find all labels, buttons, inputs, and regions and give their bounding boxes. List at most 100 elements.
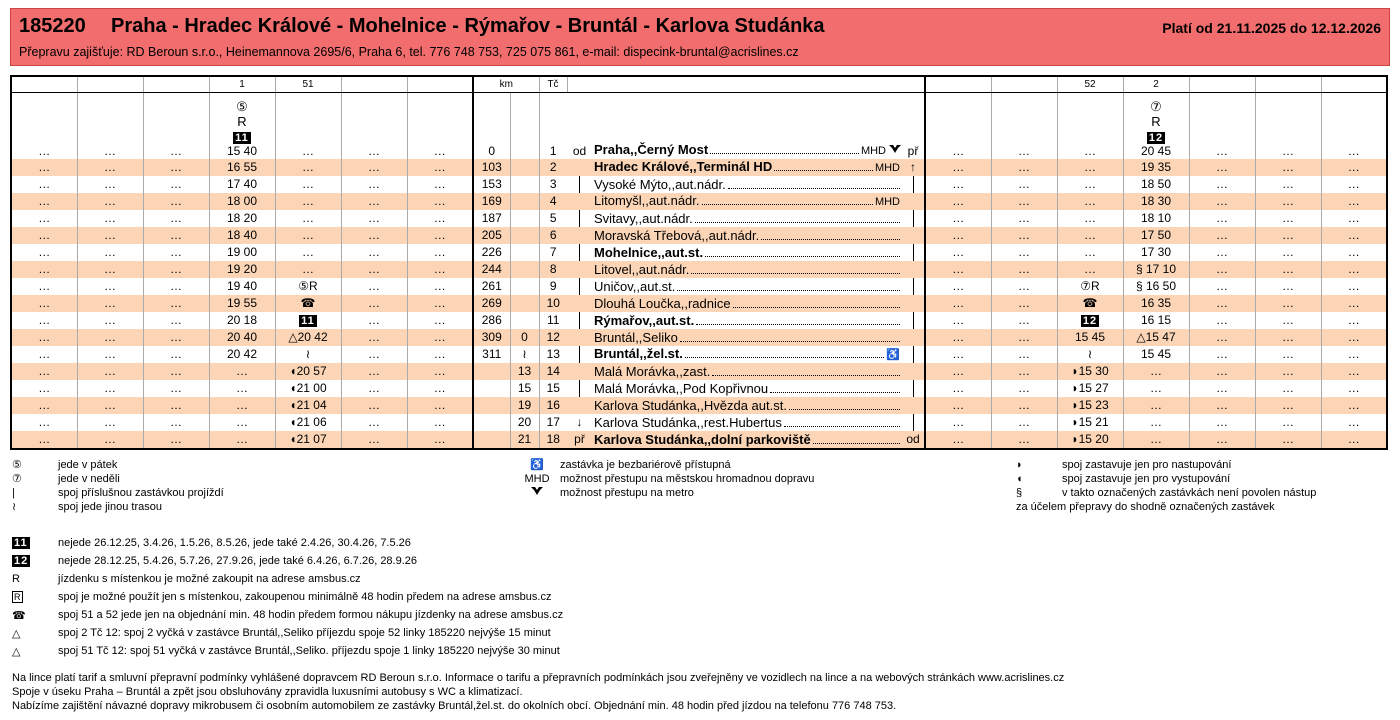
time-value: 20 40: [226, 330, 258, 344]
time-cell: …: [76, 380, 143, 397]
time-value: …: [368, 381, 380, 395]
legend-text: zastávka je bezbariérově přístupná: [560, 459, 731, 471]
time-cell: 17 30: [1122, 244, 1189, 261]
time: …: [927, 313, 991, 328]
time-value: …: [1216, 313, 1228, 327]
time-value: …: [104, 160, 116, 174]
time-cell: ◖20 57: [274, 363, 341, 380]
time-cell: …: [990, 431, 1057, 449]
legend-text: v takto označených zastávkách není povol…: [1062, 487, 1317, 499]
time-cell: …: [924, 92, 991, 159]
time-value: …: [952, 347, 965, 361]
time: 12: [1058, 313, 1123, 328]
departure-marker: od: [902, 431, 925, 449]
time-value: …: [433, 144, 446, 158]
time-value: …: [433, 262, 446, 276]
time-value: …: [104, 347, 116, 361]
km-cell: [509, 295, 539, 312]
legend-item: ≀ spoj jede jinou trasou: [12, 500, 224, 514]
time: …: [927, 398, 991, 413]
time-value: …: [1216, 381, 1228, 395]
time-value: …: [1084, 262, 1096, 276]
time-value: 15 45: [1074, 330, 1106, 344]
time-value: …: [433, 279, 446, 293]
stop-name: Malá Morávka,,Pod Kopřivnou: [594, 381, 769, 396]
time-value: …: [1347, 245, 1360, 259]
time: …: [1256, 160, 1321, 175]
stop-cell: Mohelnice,,aut.st.: [592, 244, 902, 261]
connection-header: [1188, 76, 1255, 93]
time-value: ⑤R: [298, 279, 318, 293]
time-cell: …: [1188, 193, 1255, 210]
note-symbol-box: 11: [12, 537, 30, 549]
time-cell: …: [340, 159, 407, 176]
time: …: [1190, 398, 1255, 413]
time-cell: …: [274, 227, 341, 244]
time: …: [12, 177, 77, 192]
time: …: [408, 432, 472, 447]
departure-marker: [902, 363, 925, 380]
marker: ↑: [910, 160, 916, 174]
time-cell: …: [11, 210, 77, 227]
time-value: …: [1282, 347, 1294, 361]
time: …: [78, 194, 143, 209]
header: 185220 Praha - Hradec Králové - Mohelnic…: [10, 8, 1390, 66]
time: …: [78, 228, 143, 243]
time: ◗15 30: [1058, 364, 1123, 379]
note-symbol: ☎: [12, 609, 26, 622]
time-cell: …: [76, 329, 143, 346]
km-cell: [509, 278, 539, 295]
km-label: km: [499, 79, 513, 90]
time-cell: …: [142, 312, 209, 329]
km-value: 20: [517, 415, 532, 429]
time-cell: …: [1122, 380, 1189, 397]
arrival-marker: [567, 363, 592, 380]
time-value: …: [1018, 211, 1030, 225]
tc-value: 2: [549, 160, 557, 174]
time: …: [927, 364, 991, 379]
leader-dots: [705, 246, 900, 257]
arrival-marker: od: [567, 93, 592, 160]
time-cell: …: [340, 431, 407, 449]
time-value: ◗15 23: [1071, 398, 1109, 412]
flag-symbol: R: [237, 114, 247, 129]
time-cell: ⑦ R 12 20 45: [1122, 92, 1189, 159]
time: …: [1256, 245, 1321, 260]
km-cell: 226: [472, 244, 510, 261]
time-value: …: [368, 432, 380, 446]
stop-cell: Moravská Třebová,,aut.nádr.: [592, 227, 902, 244]
km-value: 261: [481, 279, 502, 293]
time-value: …: [170, 211, 182, 225]
km-value: 103: [481, 160, 502, 174]
time-cell: 20 42: [208, 346, 275, 363]
stop-cell: Bruntál,,žel.st. ♿: [592, 346, 902, 363]
time: …: [992, 245, 1057, 260]
time: …: [1190, 177, 1255, 192]
time-cell: …: [406, 414, 473, 431]
time-value: …: [1282, 262, 1294, 276]
marker: od: [572, 144, 587, 158]
time-cell: …: [406, 431, 473, 449]
connection-flag: ⑦: [1124, 99, 1189, 114]
time: …: [408, 313, 472, 328]
note: 12 nejede 28.12.25, 5.4.26, 5.7.26, 27.9.…: [12, 552, 563, 570]
legend-text: možnost přestupu na metro: [560, 487, 694, 499]
legend-left: ⑤ jede v pátek ⑦ jede v neděli | spoj přísl…: [12, 458, 224, 514]
time-cell: …: [11, 363, 77, 380]
time-cell: …: [1254, 346, 1321, 363]
time-value: …: [302, 245, 314, 259]
time-value: …: [1084, 245, 1096, 259]
arrival-marker: př: [567, 431, 592, 449]
time-value: …: [236, 364, 248, 378]
time-value: 17 50: [1140, 228, 1172, 242]
time-value: …: [368, 415, 380, 429]
time-value: …: [952, 330, 965, 344]
metro-icon: [531, 487, 543, 495]
time-value: …: [1216, 279, 1228, 293]
time-cell: …: [406, 346, 473, 363]
time-cell: …: [208, 431, 275, 449]
time-value: …: [170, 313, 182, 327]
time-value: …: [104, 245, 116, 259]
time: …: [992, 211, 1057, 226]
stop-cell: Malá Morávka,,Pod Kopřivnou: [592, 380, 902, 397]
